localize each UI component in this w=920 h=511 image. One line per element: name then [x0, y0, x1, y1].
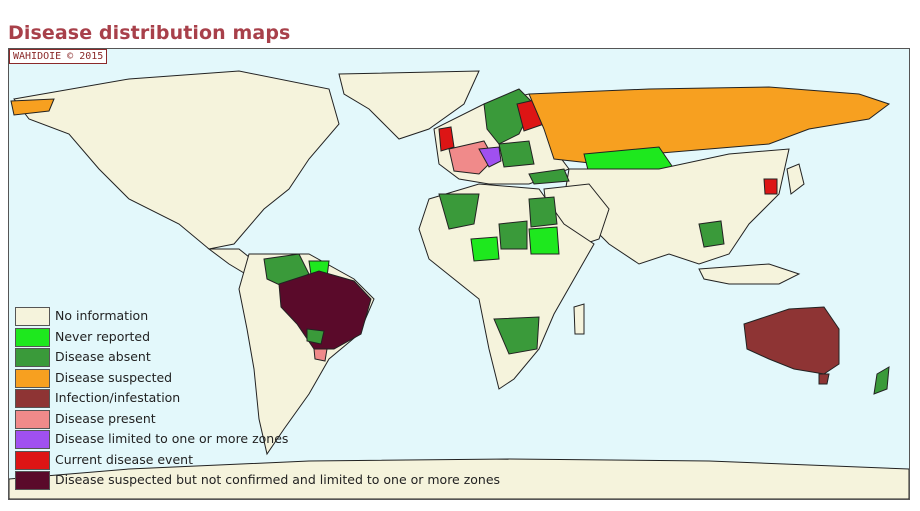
australia-region [743, 306, 840, 375]
legend-label: Disease absent [55, 349, 151, 364]
new-zealand-region [873, 366, 890, 395]
uk-region [438, 126, 455, 152]
legend-swatch [15, 389, 50, 408]
greenland-region [338, 70, 480, 140]
legend-label: Never reported [55, 328, 151, 344]
legend-label: Disease present [55, 410, 156, 426]
sudan-region [528, 226, 560, 255]
legend-swatch [15, 368, 50, 388]
north-america-region [13, 70, 340, 250]
russia-region [528, 86, 891, 165]
legend-swatch [15, 430, 50, 449]
alaska-region [10, 98, 55, 116]
legend-label: Current disease event [55, 451, 193, 467]
page-title: Disease distribution maps [8, 22, 291, 44]
central-europe-region [478, 146, 502, 168]
japan-region [786, 163, 805, 195]
antarctica-region [9, 458, 909, 499]
egypt-region [528, 196, 558, 228]
korea-region [763, 178, 778, 195]
paraguay-region [306, 328, 325, 345]
indonesia-region [698, 263, 801, 285]
legend-label: Disease suspected but not confirmed and … [55, 472, 501, 487]
legend-label: No information [55, 308, 149, 323]
nigeria-region [470, 236, 500, 262]
copyright-stamp: WAHIDOIE © 2015 [9, 49, 108, 64]
eastern-europe-region [498, 140, 535, 168]
world-map[interactable]: WAHIDOIE © 2015 No information Never repo… [8, 48, 910, 500]
legend-label: Disease limited to one or more zones [55, 431, 289, 446]
southern-africa-green [493, 316, 540, 355]
legend-swatch [15, 348, 50, 367]
tasmania-region [818, 373, 830, 385]
legend-label: Infection/infestation [55, 390, 181, 405]
legend-swatch [15, 327, 50, 347]
madagascar-region [573, 303, 585, 335]
turkey-region [528, 168, 570, 185]
brazil-region [278, 270, 372, 350]
world-map-canvas [9, 70, 909, 499]
uruguay-region [313, 348, 328, 362]
west-africa-green [438, 193, 480, 230]
legend-swatch [15, 409, 50, 429]
legend-swatch [15, 307, 50, 326]
legend-label: Disease suspected [55, 369, 173, 385]
southeast-asia-green [698, 220, 725, 248]
legend-swatch [15, 450, 50, 470]
central-africa-green [498, 220, 528, 250]
legend-swatch [15, 471, 50, 490]
